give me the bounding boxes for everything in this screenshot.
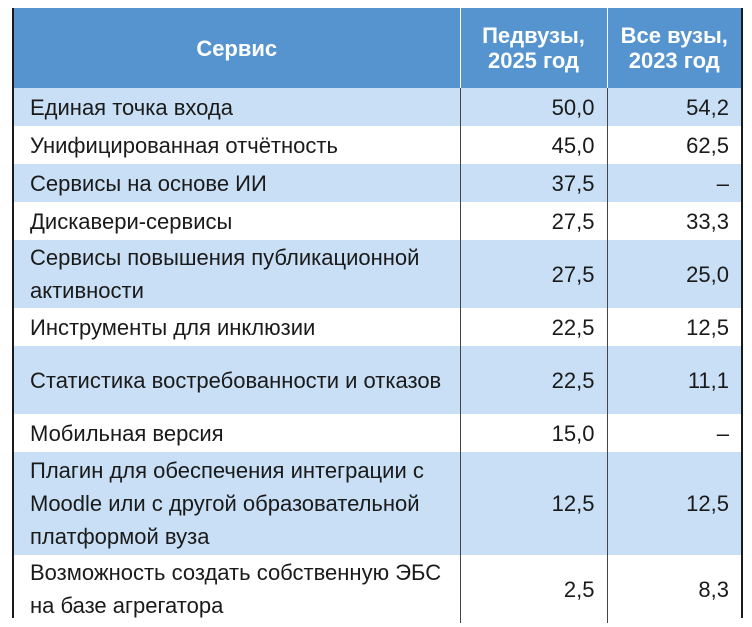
table-row: Инструменты для инклюзии 22,5 12,5 [14, 308, 741, 346]
ped-2025-value: 22,5 [459, 308, 607, 346]
table-row: Возможность создать собственную ЭБС на б… [14, 555, 741, 623]
header-ped-2025: Педвузы, 2025 год [459, 8, 607, 88]
service-name: Инструменты для инклюзии [14, 308, 460, 346]
all-2023-value: 12,5 [606, 308, 741, 346]
header-service: Сервис [14, 8, 460, 88]
service-name: Сервисы на основе ИИ [14, 164, 460, 202]
services-table: Сервис Педвузы, 2025 год Все вузы, 2023 … [14, 8, 741, 623]
ped-2025-value: 37,5 [459, 164, 607, 202]
ped-2025-value: 27,5 [459, 202, 607, 240]
ped-2025-value: 45,0 [459, 126, 607, 164]
table-header-row: Сервис Педвузы, 2025 год Все вузы, 2023 … [14, 8, 741, 88]
service-name: Сервисы повышения публикационной активно… [14, 240, 460, 308]
service-name: Статистика востребованности и отказов [14, 346, 460, 414]
service-name: Мобильная версия [14, 414, 460, 452]
ped-2025-value: 2,5 [459, 555, 607, 623]
all-2023-value: 62,5 [606, 126, 741, 164]
all-2023-value: – [606, 414, 741, 452]
service-name: Возможность создать собственную ЭБС на б… [14, 555, 460, 623]
all-2023-value: 33,3 [606, 202, 741, 240]
all-2023-value: – [606, 164, 741, 202]
table-row: Статистика востребованности и отказов 22… [14, 346, 741, 414]
all-2023-value: 8,3 [606, 555, 741, 623]
service-name: Дискавери-сервисы [14, 202, 460, 240]
services-table-frame: Сервис Педвузы, 2025 год Все вузы, 2023 … [12, 8, 743, 623]
all-2023-value: 54,2 [606, 88, 741, 126]
header-all-2023: Все вузы, 2023 год [606, 8, 741, 88]
table-row: Плагин для обеспечения интеграции с Mood… [14, 452, 741, 555]
ped-2025-value: 22,5 [459, 346, 607, 414]
service-name: Единая точка входа [14, 88, 460, 126]
table-row: Единая точка входа 50,0 54,2 [14, 88, 741, 126]
ped-2025-value: 15,0 [459, 414, 607, 452]
ped-2025-value: 27,5 [459, 240, 607, 308]
ped-2025-value: 12,5 [459, 452, 607, 555]
ped-2025-value: 50,0 [459, 88, 607, 126]
table-row: Унифицированная отчётность 45,0 62,5 [14, 126, 741, 164]
table-row: Сервисы повышения публикационной активно… [14, 240, 741, 308]
table-row: Мобильная версия 15,0 – [14, 414, 741, 452]
table-row: Сервисы на основе ИИ 37,5 – [14, 164, 741, 202]
all-2023-value: 12,5 [606, 452, 741, 555]
table-row: Дискавери-сервисы 27,5 33,3 [14, 202, 741, 240]
all-2023-value: 11,1 [606, 346, 741, 414]
all-2023-value: 25,0 [606, 240, 741, 308]
service-name: Плагин для обеспечения интеграции с Mood… [14, 452, 460, 555]
service-name: Унифицированная отчётность [14, 126, 460, 164]
